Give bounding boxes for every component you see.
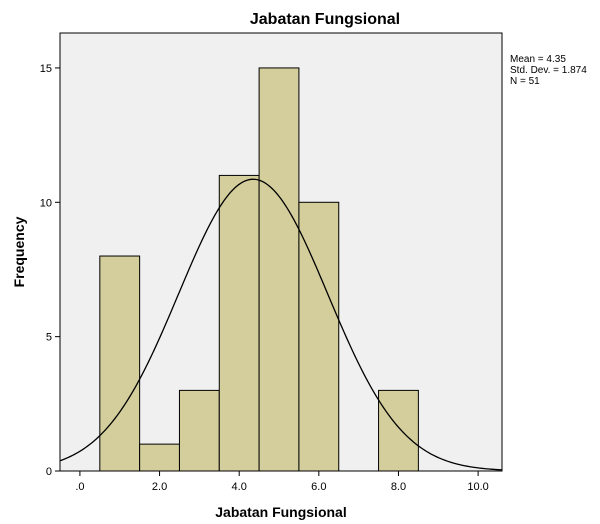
x-tick-label: 6.0 — [311, 481, 326, 493]
chart-title: Jabatan Fungsional — [250, 11, 400, 28]
y-axis: 0 5 10 15 — [40, 63, 60, 478]
y-tick-label: 5 — [46, 332, 52, 344]
histogram-bar-3 — [178, 389, 220, 472]
stats-n: N = 51 — [510, 76, 540, 87]
x-tick-label: 8.0 — [391, 481, 406, 493]
x-tick-label: .0 — [75, 481, 84, 493]
x-tick-label: 2.0 — [152, 481, 167, 493]
histogram-bar-5 — [258, 67, 300, 472]
histogram-bar-1 — [99, 255, 141, 472]
bars-group — [99, 67, 419, 472]
stats-mean: Mean = 4.35 — [510, 54, 566, 65]
x-axis-label: Jabatan Fungsional — [215, 504, 346, 520]
x-tick-label: 10.0 — [467, 481, 488, 493]
y-tick-label: 0 — [46, 466, 52, 478]
normal-curve — [59, 178, 503, 471]
y-tick-label: 10 — [40, 197, 52, 209]
statistics-legend: Mean = 4.35 Std. Dev. = 1.874 N = 51 — [510, 54, 587, 87]
x-axis: .0 2.0 4.0 6.0 8.0 10.0 — [75, 471, 489, 493]
histogram-bar-7 — [378, 389, 419, 472]
x-tick-label: 4.0 — [232, 481, 247, 493]
stats-std-dev: Std. Dev. = 1.874 — [510, 65, 587, 76]
histogram-bar-2 — [139, 443, 180, 472]
y-axis-label: Frequency — [11, 216, 27, 287]
y-tick-label: 15 — [40, 63, 52, 75]
histogram-bar-4 — [218, 174, 260, 472]
